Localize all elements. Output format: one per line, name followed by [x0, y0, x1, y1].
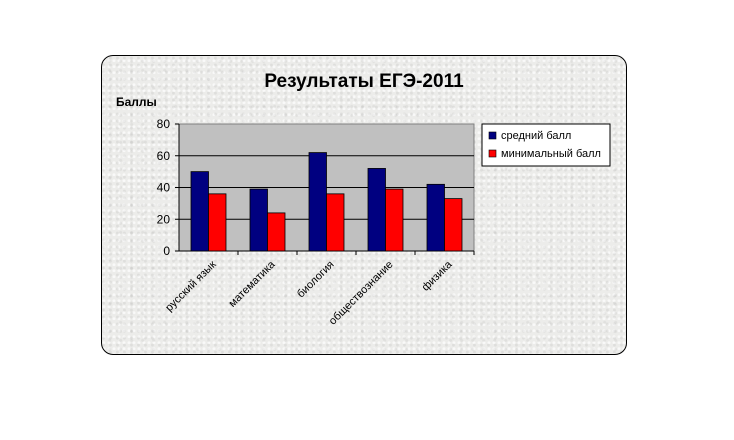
chart-title: Результаты ЕГЭ-2011: [264, 71, 464, 92]
bar: [385, 188, 404, 252]
y-tick-label: 0: [163, 244, 170, 258]
plot-area: 0 20 40 60 80 русский язык математика биологияо…: [157, 117, 475, 328]
y-tick-label: 20: [157, 212, 171, 226]
y-tick-label: 80: [157, 117, 171, 131]
x-tick-label: физика: [420, 258, 456, 294]
bar: [444, 198, 463, 252]
legend-swatch: [488, 149, 497, 158]
y-axis-label: Баллы: [116, 95, 157, 109]
legend-label: средний балл: [501, 130, 571, 142]
x-tick-label: русский язык: [163, 259, 218, 314]
bar: [249, 188, 268, 252]
chart-frame: Результаты ЕГЭ-2011 Баллы 0 20 40 60 80 русск…: [101, 55, 627, 355]
bar: [367, 168, 386, 252]
bar: [326, 193, 345, 252]
bar: [426, 183, 445, 252]
bar: [267, 212, 286, 252]
bar: [208, 193, 227, 252]
legend-label: минимальный балл: [501, 148, 601, 160]
legend-box: [481, 123, 611, 167]
x-tick-label: математика: [227, 258, 279, 310]
y-tick-label: 40: [157, 181, 171, 195]
chart-svg: Результаты ЕГЭ-2011 Баллы 0 20 40 60 80 русск…: [116, 71, 611, 328]
bar: [308, 152, 327, 252]
x-tick-label: биология: [295, 259, 337, 301]
legend: средний балл минимальный балл: [481, 123, 611, 167]
x-tick-label: обществознание: [327, 259, 396, 328]
y-tick-label: 60: [157, 149, 171, 163]
bar: [190, 171, 209, 252]
legend-swatch: [488, 131, 497, 140]
